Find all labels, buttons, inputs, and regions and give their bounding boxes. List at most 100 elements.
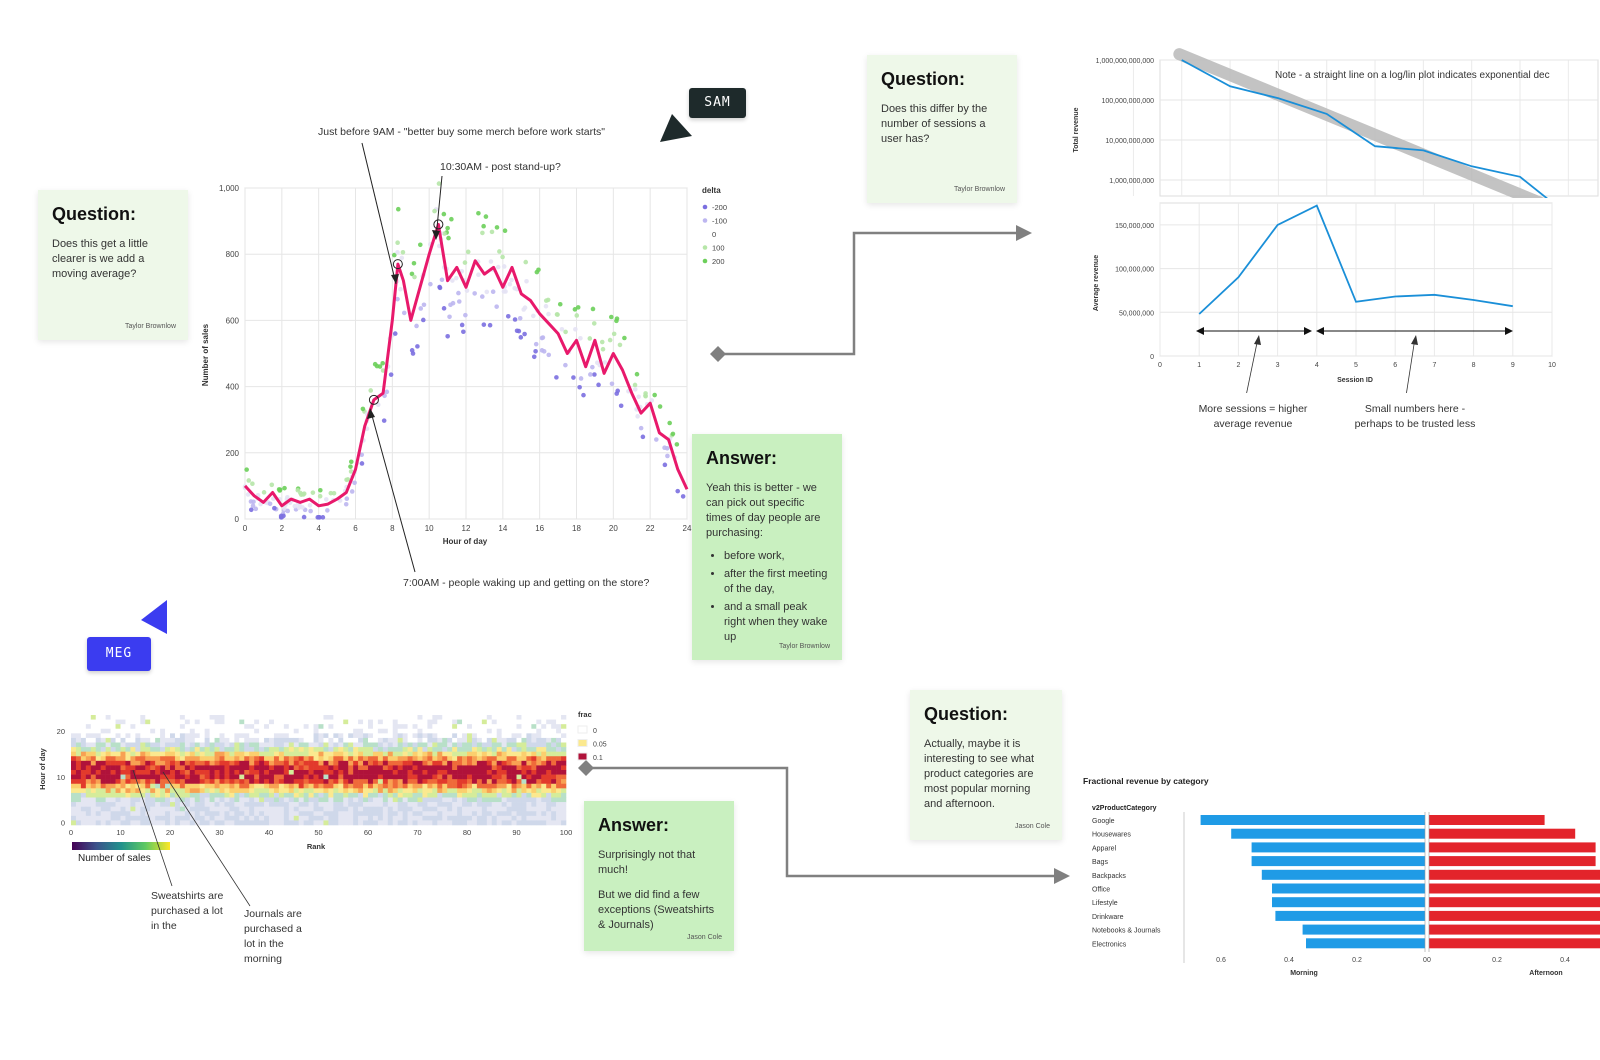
heatmap-cell (125, 719, 131, 725)
heatmap-cell (204, 806, 210, 812)
heatmap-cell (229, 719, 235, 725)
heatmap-cell (536, 820, 542, 826)
heatmap-cell (387, 760, 394, 766)
heatmap-cell (125, 724, 131, 730)
heatmap-cell (239, 770, 245, 775)
sales-point (587, 336, 593, 341)
heatmap-cell (536, 724, 542, 730)
heatmap-cell (110, 756, 116, 762)
heatmap-cell (457, 820, 463, 826)
heatmap-cell (293, 815, 299, 821)
heatmap-cell (110, 797, 116, 803)
heatmap-cell (382, 724, 389, 730)
sales-point (437, 285, 443, 291)
heatmap-cell (293, 792, 299, 798)
heatmap-cell (199, 756, 205, 762)
heatmap-cell (145, 774, 151, 780)
heatmap-cell (377, 779, 384, 785)
heatmap-cell (278, 760, 285, 766)
afternoon-axis-label: Afternoon (1529, 970, 1562, 977)
heatmap-cell (348, 815, 354, 821)
heatmap-cell (496, 770, 502, 775)
heatmap-cell (328, 811, 334, 817)
heatmap-cell (323, 779, 329, 785)
sales-point (359, 452, 365, 458)
annotation-ten-thirty: 10:30AM - post stand-up? (440, 161, 561, 173)
heatmap-cell (387, 802, 394, 807)
question-note-sessions[interactable]: Question: Does this differ by the number… (867, 55, 1017, 203)
heatmap-cell (145, 806, 151, 812)
heatmap-cell (318, 728, 324, 734)
heatmap-cell (471, 797, 478, 803)
category-label: Housewares (1092, 832, 1131, 839)
heatmap-cell (95, 719, 101, 725)
heatmap-cell (368, 715, 374, 720)
heatmap-cell (179, 815, 186, 821)
heatmap-cell (283, 756, 290, 762)
heatmap-cell (259, 797, 265, 803)
heatmap-cell (95, 774, 101, 780)
heatmap-cell (219, 765, 225, 771)
answer-note-exceptions[interactable]: Answer: Surprisingly not that much! But … (584, 801, 734, 951)
heatmap-cell (531, 756, 537, 762)
heatmap-cell (100, 802, 106, 807)
heatmap-cell (392, 724, 398, 730)
heatmap-cell (407, 815, 413, 821)
afternoon-bar (1429, 924, 1600, 935)
heatmap-cell (209, 719, 215, 725)
heatmap-cell (372, 820, 379, 826)
heatmap-cell (561, 742, 567, 748)
heatmap-cell (209, 737, 215, 743)
sales-point (415, 344, 420, 349)
heatmap-cell (358, 733, 364, 739)
question-note-moving-average[interactable]: Question: Does this get a little clearer… (38, 190, 188, 340)
heatmap-cell (442, 728, 448, 734)
x-tick-label: 20 (166, 828, 174, 837)
heatmap-cell (120, 811, 126, 817)
heatmap-cell (264, 719, 270, 725)
heatmap-cell (308, 774, 314, 780)
heatmap-cell (457, 792, 463, 798)
heatmap-cell (219, 792, 225, 798)
sales-point (611, 331, 617, 337)
heatmap-cell (224, 820, 230, 826)
heatmap-cell (531, 715, 537, 720)
x-tick-label: 0.2 (1352, 957, 1362, 964)
heatmap-cell (160, 811, 166, 817)
heatmap-cell (452, 724, 458, 730)
heatmap-cell (293, 770, 299, 775)
heatmap-cell (269, 797, 275, 803)
sales-point (522, 331, 527, 337)
heatmap-cell (417, 715, 423, 720)
heatmap-cell (234, 770, 240, 775)
heatmap-cell (224, 783, 230, 789)
heatmap-cell (254, 719, 260, 725)
annotation-more-sessions: More sessions = higher average revenue (1198, 403, 1308, 430)
answer-note-times-of-day[interactable]: Answer: Yeah this is better - we can pic… (692, 434, 842, 660)
heatmap-cell (432, 751, 438, 757)
heatmap-cell (269, 737, 275, 743)
heatmap-cell (372, 770, 379, 775)
heatmap-cell (486, 742, 493, 748)
heatmap-cell (392, 774, 398, 780)
heatmap-cell (174, 747, 181, 752)
heatmap-cell (556, 811, 562, 817)
heatmap-cell (174, 751, 181, 757)
heatmap-cell (491, 733, 497, 739)
question-note-categories[interactable]: Question: Actually, maybe it is interest… (910, 690, 1062, 840)
x-axis-label: Hour of day (443, 537, 488, 546)
heatmap-cell (496, 811, 502, 817)
y-axis-label: Total revenue (1073, 107, 1080, 152)
heatmap-cell (100, 719, 106, 725)
heatmap-cell (308, 797, 314, 803)
heatmap-cell (204, 797, 210, 803)
heatmap-cell (546, 783, 552, 789)
note-bullet-list: before work, after the first meeting of … (706, 549, 828, 645)
heatmap-cell (264, 783, 270, 789)
heatmap-cell (313, 779, 319, 785)
heatmap-cell (125, 737, 131, 743)
heatmap-cell (481, 779, 488, 785)
heatmap-cell (229, 742, 235, 748)
heatmap-cell (160, 783, 166, 789)
afternoon-bar (1429, 869, 1600, 880)
